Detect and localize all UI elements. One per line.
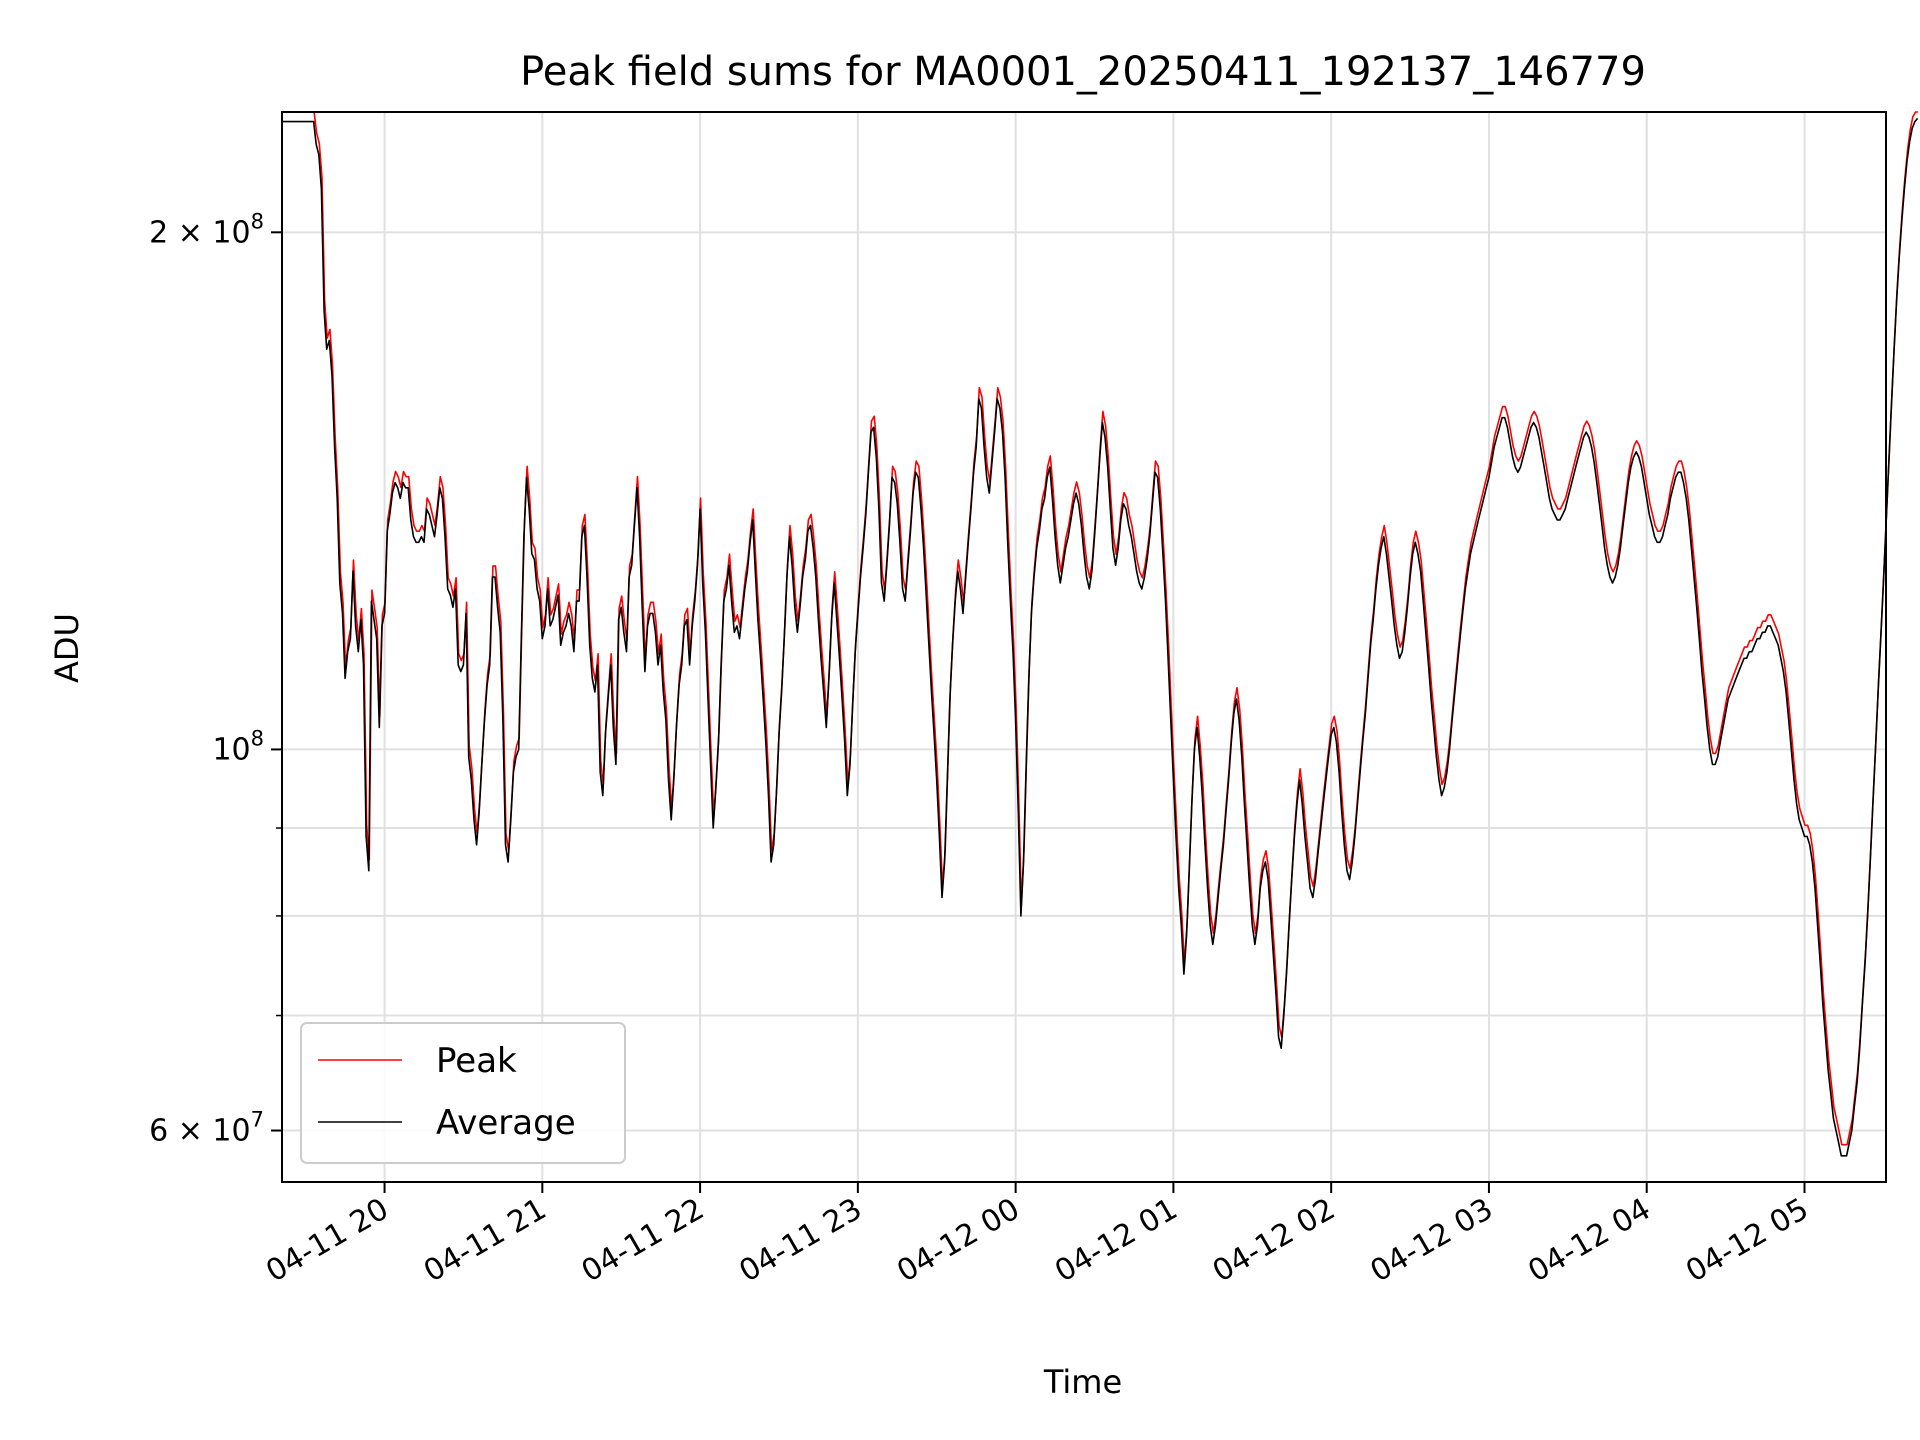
series-line-average — [282, 117, 1919, 1157]
plot-frame — [281, 111, 1887, 1183]
series-layer — [282, 111, 1919, 1157]
chart-title: Peak field sums for MA0001_20250411_1921… — [520, 49, 1646, 95]
y-axis-label: ADU — [48, 613, 86, 683]
y-tick-label: 6 × 107 — [149, 1108, 264, 1149]
grid-layer — [282, 112, 1886, 1182]
legend-box — [300, 1022, 626, 1164]
y-axis: 2 × 108 108 6 × 107 — [149, 209, 282, 1149]
legend: Peak Average — [300, 1022, 626, 1164]
legend-label-average: Average — [436, 1103, 576, 1143]
y-tick-label: 2 × 108 — [149, 209, 264, 250]
x-axis-label: Time — [1043, 1363, 1122, 1401]
y-tick-label: 108 — [212, 726, 264, 767]
legend-label-peak: Peak — [436, 1041, 517, 1081]
